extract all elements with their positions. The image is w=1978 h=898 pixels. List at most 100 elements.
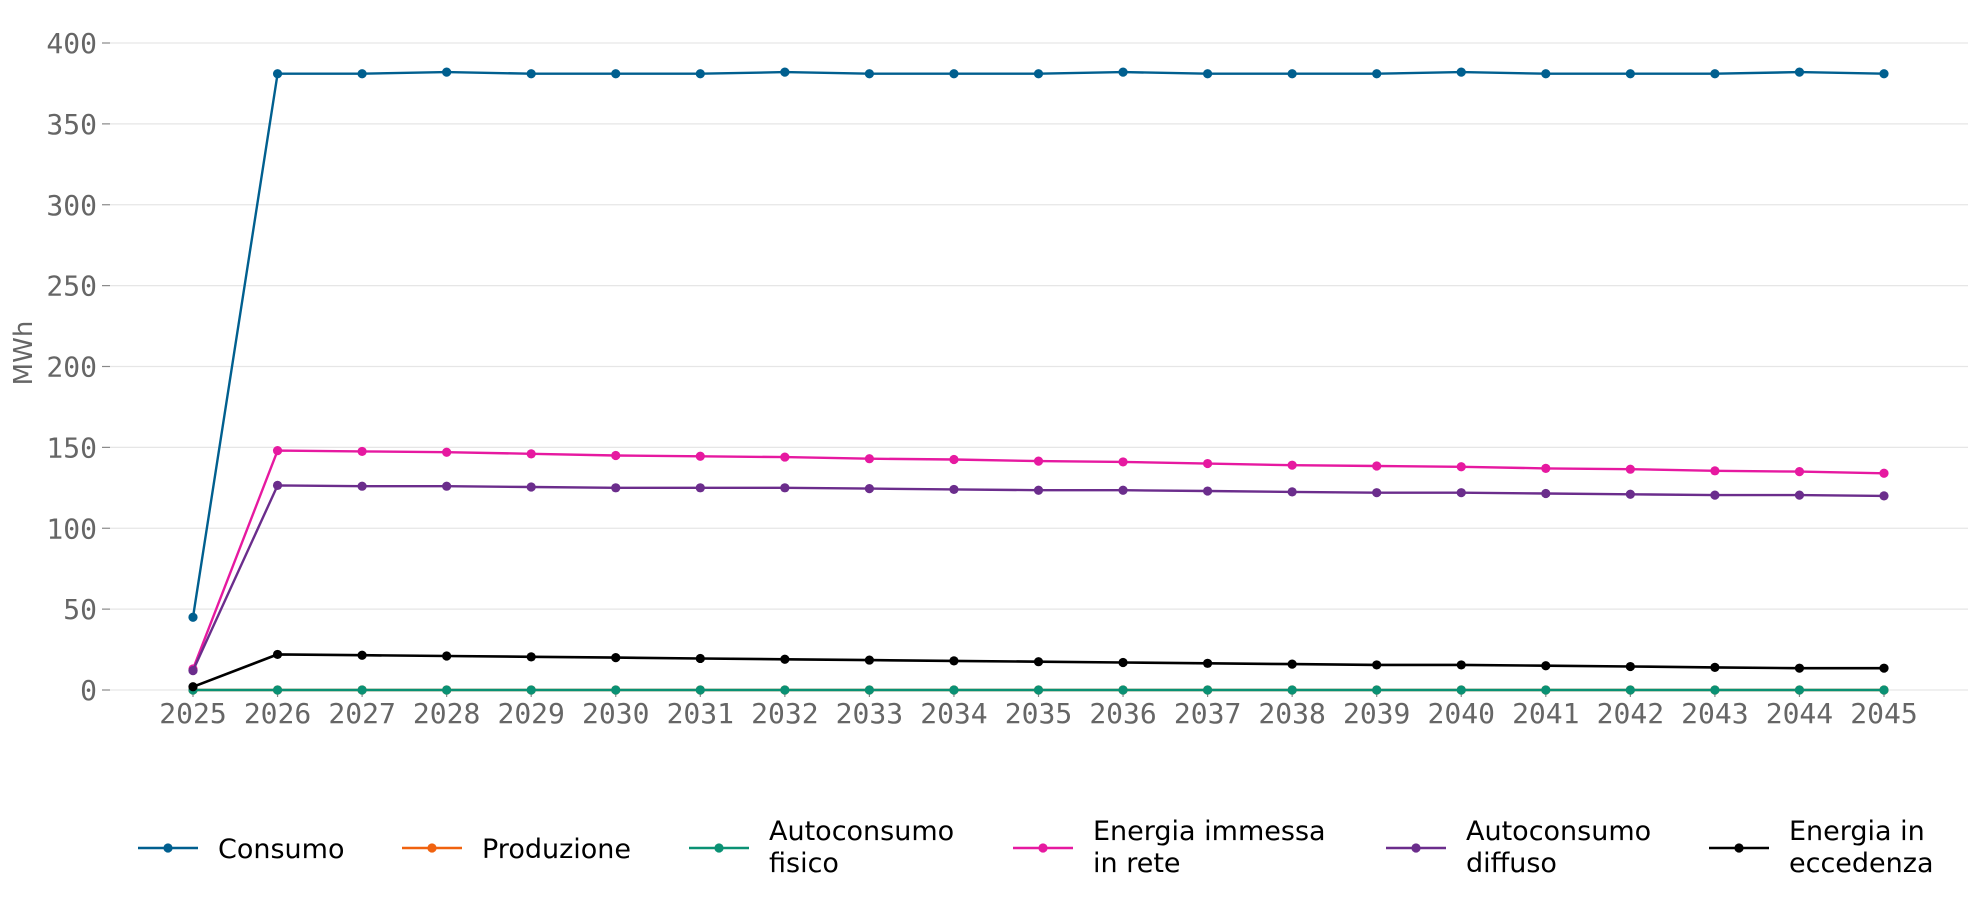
legend-label: in rete <box>1093 848 1181 879</box>
data-point <box>1033 657 1044 667</box>
data-point <box>949 685 959 695</box>
legend-swatch-marker <box>1038 843 1048 853</box>
legend-label: diffuso <box>1466 848 1557 879</box>
series-2 <box>188 685 1889 695</box>
y-axis-label: MWh <box>9 321 39 386</box>
data-point <box>1879 663 1889 673</box>
data-point <box>1879 468 1889 478</box>
legend-label: Produzione <box>482 834 631 865</box>
data-point <box>442 447 452 457</box>
data-point <box>1456 660 1466 670</box>
data-point <box>864 69 875 79</box>
data-point <box>949 69 959 79</box>
data-point <box>272 685 283 695</box>
x-tick-label: 2045 <box>1850 697 1917 730</box>
data-point <box>1879 685 1889 695</box>
data-point <box>357 69 367 79</box>
series-line <box>191 70 1885 618</box>
series-4 <box>188 480 1889 676</box>
data-point <box>695 451 705 461</box>
data-point <box>1456 488 1466 498</box>
legend-label: Autoconsumo <box>1466 816 1651 847</box>
legend-swatch-marker <box>714 843 724 853</box>
data-point <box>1541 69 1551 79</box>
x-tick-label: 2037 <box>1174 697 1241 730</box>
data-point <box>1372 461 1382 471</box>
data-point <box>1203 658 1213 668</box>
legend-swatch-marker <box>427 843 437 853</box>
x-tick-label: 2030 <box>582 697 649 730</box>
data-point <box>188 665 198 676</box>
data-point <box>1372 69 1382 79</box>
data-point <box>442 685 452 695</box>
data-point <box>526 482 536 492</box>
data-point <box>526 652 536 662</box>
data-point <box>1541 685 1551 695</box>
data-point <box>1879 491 1889 501</box>
data-point <box>357 650 367 660</box>
data-point <box>1794 467 1805 477</box>
y-tick-label: 100 <box>46 512 97 545</box>
data-point <box>1033 485 1044 495</box>
x-tick-label: 2038 <box>1258 697 1325 730</box>
legend-label: Energia in <box>1789 816 1925 847</box>
data-point <box>1794 490 1805 500</box>
x-tick-label: 2036 <box>1089 697 1156 730</box>
x-tick-label: 2029 <box>497 697 564 730</box>
y-tick-label: 50 <box>63 593 97 626</box>
legend-label: Energia immessa <box>1093 816 1326 847</box>
data-point <box>1794 663 1805 673</box>
data-point <box>357 481 367 491</box>
data-point <box>442 67 452 77</box>
data-point <box>611 483 621 493</box>
data-point <box>1203 69 1213 79</box>
data-point <box>1203 486 1213 496</box>
data-point <box>1033 69 1044 79</box>
data-point <box>780 685 790 695</box>
data-point <box>1794 67 1805 77</box>
data-point <box>272 649 283 660</box>
legend: Consumo ProduzioneAutoconsumofisicoEnergi… <box>138 816 1934 879</box>
x-tick-label: 2041 <box>1512 697 1579 730</box>
data-point <box>442 651 452 661</box>
data-point <box>1710 69 1720 79</box>
x-tick-label: 2042 <box>1597 697 1664 730</box>
data-point <box>357 446 367 457</box>
data-point <box>357 685 367 695</box>
y-tick-label: 300 <box>46 189 97 222</box>
data-point <box>1203 458 1213 469</box>
data-point <box>1118 685 1128 695</box>
y-tick-label: 350 <box>46 108 97 141</box>
data-point <box>1287 685 1297 695</box>
data-point <box>1456 67 1466 77</box>
legend-label: eccedenza <box>1789 848 1934 879</box>
data-point <box>1203 685 1213 695</box>
data-point <box>1541 488 1551 499</box>
x-tick-label: 2032 <box>751 697 818 730</box>
data-point <box>780 654 790 664</box>
x-tick-label: 2033 <box>836 697 903 730</box>
legend-label: Autoconsumo <box>769 816 954 847</box>
x-axis: 2025 2026 2027 2028 2029 2030 2031 2032 2033 2034… <box>159 690 1918 730</box>
x-tick-label: 2040 <box>1428 697 1495 730</box>
data-point <box>1372 660 1382 670</box>
data-point <box>526 69 536 79</box>
data-point <box>695 483 705 493</box>
data-point <box>272 446 283 456</box>
x-tick-label: 2026 <box>244 697 311 730</box>
data-point <box>1541 463 1551 474</box>
data-point <box>1118 457 1128 467</box>
x-tick-label: 2044 <box>1766 697 1833 730</box>
legend-item: Produzione <box>402 834 631 865</box>
data-point <box>611 69 621 79</box>
data-point <box>1287 69 1297 79</box>
data-point <box>1625 464 1635 474</box>
y-tick-label: 200 <box>46 351 97 384</box>
x-tick-label: 2039 <box>1343 697 1410 730</box>
legend-swatch-marker <box>163 843 173 853</box>
data-point <box>949 454 959 465</box>
x-tick-label: 2028 <box>413 697 480 730</box>
